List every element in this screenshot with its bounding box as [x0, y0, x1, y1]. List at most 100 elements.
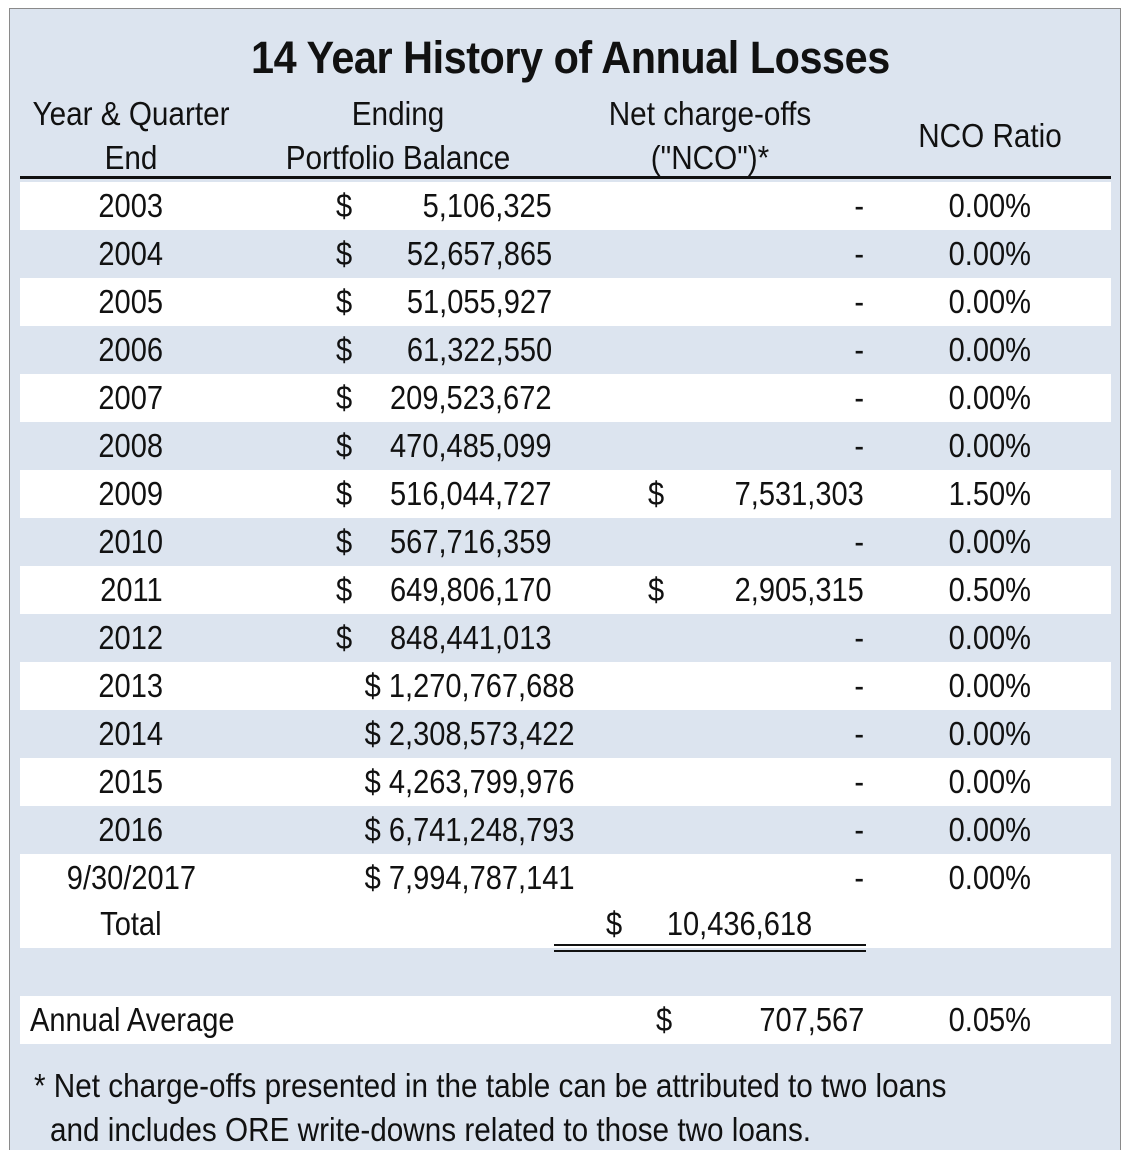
footnote-line1: * Net charge-offs presented in the table…	[34, 1067, 947, 1104]
table-row: 2010 $567,716,359 - 0.00%	[20, 518, 1111, 566]
header-year-line1: Year & Quarter	[32, 95, 230, 132]
nco-cell: -	[854, 619, 864, 656]
ratio-cell: 0.00%	[948, 523, 1032, 560]
nco-cell: -	[854, 859, 864, 896]
header-year: Year & Quarter End	[31, 92, 231, 180]
total-nco-dollar: $	[606, 905, 623, 942]
balance-dollar-sign: $	[336, 475, 353, 512]
balance-cell: 52,657,865	[406, 235, 552, 272]
ratio-cell: 0.00%	[948, 715, 1032, 752]
table-row: 2009 $516,044,727 $7,531,303 1.50%	[20, 470, 1111, 518]
balance-dollar-sign: $	[336, 523, 353, 560]
ratio-cell: 1.50%	[948, 475, 1032, 512]
header-nco-line1: Net charge-offs	[608, 95, 812, 132]
header-balance-line1: Ending	[351, 95, 445, 132]
balance-cell: 61,322,550	[406, 331, 552, 368]
average-nco-value: 707,567	[759, 1001, 864, 1038]
ratio-cell: 0.00%	[948, 859, 1032, 896]
year-cell: 9/30/2017	[66, 859, 196, 896]
table-row: 2006 $61,322,550 - 0.00%	[20, 326, 1111, 374]
table-row: 2003 $5,106,325 - 0.00%	[20, 182, 1111, 230]
table-row: 2012 $848,441,013 - 0.00%	[20, 614, 1111, 662]
nco-cell: 2,905,315	[734, 571, 864, 608]
nco-cell: -	[854, 187, 864, 224]
total-label: Total	[100, 905, 162, 942]
nco-dollar-sign: $	[648, 475, 665, 512]
ratio-cell: 0.00%	[948, 283, 1032, 320]
balance-dollar-sign: $	[336, 379, 353, 416]
balance-dollar-sign: $	[336, 235, 353, 272]
header-rule	[20, 176, 1111, 179]
year-cell: 2007	[98, 379, 164, 416]
balance-cell: 51,055,927	[406, 283, 552, 320]
table-row: 2016 $ 6,741,248,793 - 0.00%	[20, 806, 1111, 854]
balance-dollar-sign: $	[336, 427, 353, 464]
header-ratio: NCO Ratio	[909, 114, 1071, 158]
header-ratio-label: NCO Ratio	[918, 117, 1062, 154]
balance-cell: $ 6,741,248,793	[364, 811, 575, 848]
nco-dollar-sign: $	[648, 571, 665, 608]
footnote-line2: and includes ORE write-downs related to …	[50, 1111, 812, 1148]
balance-cell: $ 4,263,799,976	[364, 763, 575, 800]
balance-cell: $ 7,994,787,141	[364, 859, 575, 896]
balance-dollar-sign: $	[336, 187, 353, 224]
average-label: Annual Average	[30, 1001, 235, 1038]
nco-cell: -	[854, 427, 864, 464]
table-row: 2011 $649,806,170 $2,905,315 0.50%	[20, 566, 1111, 614]
balance-cell: 209,523,672	[390, 379, 552, 416]
year-cell: 2009	[98, 475, 164, 512]
nco-cell: -	[854, 235, 864, 272]
year-cell: 2004	[98, 235, 164, 272]
ratio-cell: 0.00%	[948, 331, 1032, 368]
nco-cell: -	[854, 379, 864, 416]
average-row: Annual Average $ 707,567 0.05%	[20, 996, 1111, 1044]
nco-cell: -	[854, 763, 864, 800]
table-row: 2014 $ 2,308,573,422 - 0.00%	[20, 710, 1111, 758]
table-row: 2004 $52,657,865 - 0.00%	[20, 230, 1111, 278]
year-cell: 2016	[98, 811, 164, 848]
year-cell: 2006	[98, 331, 164, 368]
table-row: 9/30/2017 $ 7,994,787,141 - 0.00%	[20, 854, 1111, 902]
ratio-cell: 0.00%	[948, 427, 1032, 464]
header-nco: Net charge-offs ("NCO")*	[593, 92, 827, 180]
year-cell: 2015	[98, 763, 164, 800]
table-row: 2007 $209,523,672 - 0.00%	[20, 374, 1111, 422]
year-cell: 2005	[98, 283, 164, 320]
nco-cell: -	[854, 523, 864, 560]
ratio-cell: 0.00%	[948, 811, 1032, 848]
header-year-line2: End	[104, 139, 158, 176]
total-double-underline	[554, 944, 866, 952]
nco-cell: -	[854, 667, 864, 704]
nco-cell: -	[854, 811, 864, 848]
nco-cell: -	[854, 331, 864, 368]
header-balance-line2: Portfolio Balance	[285, 139, 511, 176]
balance-cell: $ 2,308,573,422	[364, 715, 575, 752]
balance-cell: $ 1,270,767,688	[364, 667, 575, 704]
balance-cell: 848,441,013	[390, 619, 552, 656]
balance-cell: 5,106,325	[422, 187, 552, 224]
header-nco-line2: ("NCO")*	[650, 139, 770, 176]
total-row: Total $ 10,436,618	[20, 900, 1111, 948]
table-title: 14 Year History of Annual Losses	[251, 32, 890, 83]
ratio-cell: 0.00%	[948, 187, 1032, 224]
year-cell: 2010	[98, 523, 164, 560]
ratio-cell: 0.00%	[948, 763, 1032, 800]
nco-cell: -	[854, 283, 864, 320]
year-cell: 2003	[98, 187, 164, 224]
year-cell: 2013	[98, 667, 164, 704]
year-cell: 2012	[98, 619, 164, 656]
total-nco-value: 10,436,618	[666, 905, 812, 942]
balance-dollar-sign: $	[336, 571, 353, 608]
balance-dollar-sign: $	[336, 331, 353, 368]
ratio-cell: 0.00%	[948, 379, 1032, 416]
nco-cell: 7,531,303	[734, 475, 864, 512]
ratio-cell: 0.50%	[948, 571, 1032, 608]
table-row: 2015 $ 4,263,799,976 - 0.00%	[20, 758, 1111, 806]
balance-dollar-sign: $	[336, 283, 353, 320]
average-ratio: 0.05%	[948, 1001, 1032, 1038]
ratio-cell: 0.00%	[948, 619, 1032, 656]
ratio-cell: 0.00%	[948, 235, 1032, 272]
balance-cell: 649,806,170	[390, 571, 552, 608]
year-cell: 2014	[98, 715, 164, 752]
header-balance: Ending Portfolio Balance	[272, 92, 524, 180]
